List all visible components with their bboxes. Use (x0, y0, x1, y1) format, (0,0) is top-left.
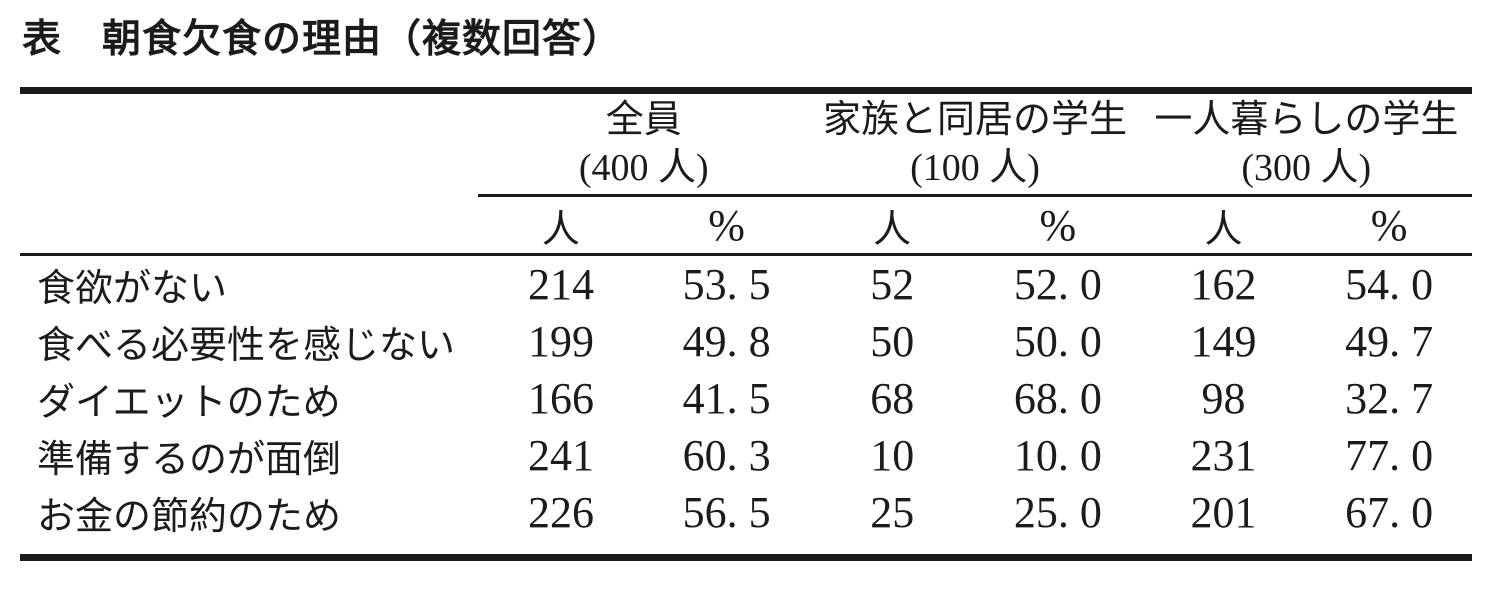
table-row-no-appetite: 食欲がない 214 53. 5 52 52. 0 162 54. 0 (20, 255, 1472, 314)
value-cell: 32. 7 (1345, 374, 1434, 423)
row-label: 準備するのが面倒 (37, 439, 342, 481)
table-row-no-need-to-eat: 食べる必要性を感じない 199 49. 8 50 50. 0 149 49. 7 (20, 313, 1472, 370)
row-label: ダイエットのため (37, 382, 341, 424)
value-cell: 241 (527, 431, 594, 480)
table-row-saving-money: お金の節約のため 226 56. 5 25 25. 0 201 67. 0 (20, 484, 1472, 558)
value-cell: 67. 0 (1345, 488, 1434, 537)
table-title: 表 朝食欠食の理由（複数回答） (22, 18, 623, 61)
value-cell: 77. 0 (1345, 431, 1434, 480)
subheader-count: 人 (1140, 195, 1307, 256)
value-cell: 56. 5 (682, 488, 771, 537)
value-cell: 25 (870, 488, 915, 537)
value-cell: 25. 0 (1013, 488, 1102, 537)
value-cell: 54. 0 (1345, 260, 1434, 309)
value-cell: 10. 0 (1013, 431, 1102, 480)
group-count: (400 人) (578, 147, 709, 189)
corner-cell (20, 195, 479, 256)
breakfast-skip-reasons-table: 全員 (400 人) 家族と同居の学生 (100 人) 一人暮らしの学生 (30… (20, 87, 1472, 561)
value-cell: 214 (527, 260, 594, 309)
value-cell: 49. 7 (1345, 317, 1434, 366)
value-cell: 50 (870, 317, 915, 366)
value-cell: 52. 0 (1013, 260, 1102, 309)
value-cell: 52 (870, 260, 915, 309)
value-cell: 231 (1190, 431, 1257, 480)
value-cell: 98 (1201, 374, 1246, 423)
value-cell: 49. 8 (682, 317, 771, 366)
value-cell: 50. 0 (1013, 317, 1102, 366)
value-cell: 149 (1190, 317, 1257, 366)
group-header-living-with-family: 家族と同居の学生 (100 人) (809, 90, 1141, 197)
subheader-count: 人 (809, 195, 975, 256)
subheader-count: 人 (478, 195, 644, 256)
group-name: 一人暮らしの学生 (1154, 99, 1459, 141)
group-name: 家族と同居の学生 (823, 99, 1128, 141)
row-label: 食べる必要性を感じない (37, 325, 456, 367)
subheader-percent: % (1306, 195, 1472, 256)
value-cell: 162 (1190, 260, 1257, 309)
row-label: お金の節約のため (37, 496, 342, 538)
table-row-dieting: ダイエットのため 166 41. 5 68 68. 0 98 32. 7 (20, 370, 1472, 427)
table-row-too-much-bother: 準備するのが面倒 241 60. 3 10 10. 0 231 77. 0 (20, 427, 1472, 484)
value-cell: 41. 5 (682, 374, 771, 423)
subheader-percent: % (975, 195, 1141, 256)
value-cell: 201 (1190, 488, 1257, 537)
group-count: (300 人) (1241, 147, 1372, 189)
value-cell: 68. 0 (1013, 374, 1102, 423)
group-header-living-alone: 一人暮らしの学生 (300 人) (1140, 90, 1472, 197)
value-cell: 10 (870, 431, 915, 480)
group-name: 全員 (605, 99, 682, 141)
subheader-row: 人 % 人 % 人 % (20, 195, 1472, 256)
value-cell: 226 (527, 488, 594, 537)
row-label: 食欲がない (37, 268, 228, 310)
value-cell: 68 (870, 374, 915, 423)
group-count: (100 人) (910, 147, 1040, 189)
value-cell: 166 (527, 374, 594, 423)
group-header-row: 全員 (400 人) 家族と同居の学生 (100 人) 一人暮らしの学生 (30… (20, 90, 1472, 197)
subheader-percent: % (643, 195, 810, 256)
group-header-all-members: 全員 (400 人) (478, 90, 810, 197)
corner-cell (20, 91, 478, 196)
value-cell: 199 (527, 317, 594, 366)
value-cell: 53. 5 (682, 260, 771, 309)
value-cell: 60. 3 (682, 431, 771, 480)
